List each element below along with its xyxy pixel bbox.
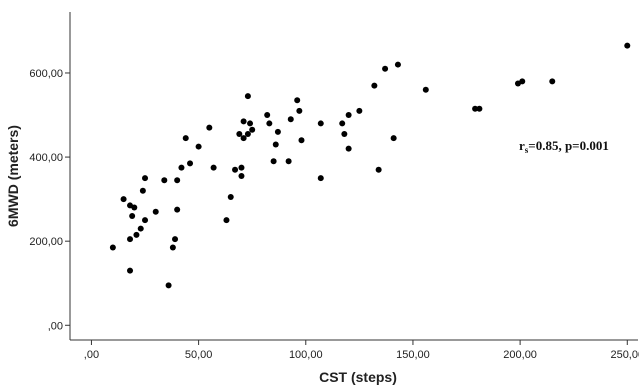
y-axis-ticks: ,00 200,00 400,00 600,00	[29, 68, 70, 332]
data-point	[161, 177, 168, 184]
correlation-annotation: rs=0.85, p=0.001	[519, 138, 609, 155]
data-point	[238, 173, 245, 179]
y-tick-label: 400,00	[29, 152, 63, 164]
data-point	[274, 128, 281, 135]
y-axis-title: 6MWD (meters)	[5, 125, 21, 227]
data-point	[127, 236, 134, 243]
data-point	[244, 130, 251, 137]
data-point	[174, 206, 181, 213]
data-point	[133, 231, 140, 238]
data-point	[109, 244, 116, 251]
data-point	[519, 78, 526, 85]
data-point	[298, 137, 305, 144]
data-point	[137, 225, 144, 232]
data-point	[174, 177, 181, 184]
data-point	[142, 175, 149, 182]
data-point	[264, 112, 271, 119]
data-point	[422, 86, 429, 93]
data-point	[129, 212, 136, 219]
data-point	[152, 208, 159, 215]
x-tick-label: 250,00	[610, 349, 639, 361]
x-tick-label: 200,00	[503, 349, 537, 361]
data-point	[127, 267, 134, 274]
annotation-r: r	[519, 138, 525, 153]
x-axis-ticks: ,00 50,00 100,00 150,00 200,00 250,00	[84, 340, 639, 361]
data-point	[227, 194, 234, 201]
data-point	[142, 217, 149, 224]
data-point	[624, 42, 631, 49]
data-point	[371, 82, 378, 89]
data-point	[285, 158, 292, 165]
data-point	[240, 118, 247, 125]
data-point	[341, 130, 348, 137]
y-tick-label: 200,00	[29, 236, 63, 248]
data-point	[375, 166, 382, 173]
data-point	[549, 78, 556, 85]
data-point	[178, 164, 185, 171]
data-point	[317, 175, 324, 182]
data-point	[232, 166, 239, 173]
data-point	[187, 160, 194, 167]
data-point	[165, 282, 172, 289]
x-tick-label: 50,00	[185, 349, 213, 361]
data-point	[240, 135, 247, 142]
data-point	[120, 196, 127, 203]
x-axis-title: CST (steps)	[319, 369, 397, 385]
data-point	[317, 120, 324, 127]
data-point	[339, 120, 346, 127]
data-point	[131, 204, 138, 211]
data-point	[206, 124, 213, 131]
data-point	[345, 112, 352, 119]
data-point	[270, 158, 277, 165]
data-point	[472, 105, 479, 112]
x-tick-label: 150,00	[396, 349, 430, 361]
data-point	[382, 65, 389, 72]
annotation-subscript: s	[525, 145, 529, 155]
data-point	[394, 61, 401, 68]
data-point	[195, 143, 202, 150]
data-points	[109, 42, 631, 289]
data-point	[247, 120, 254, 127]
data-point	[272, 141, 279, 148]
data-point	[287, 116, 294, 123]
data-point	[390, 135, 397, 142]
data-point	[244, 93, 251, 100]
data-point	[296, 107, 303, 114]
x-tick-label: 100,00	[289, 349, 323, 361]
data-point	[356, 107, 363, 114]
data-point	[139, 187, 146, 194]
data-point	[182, 135, 189, 142]
data-point	[476, 105, 483, 112]
data-point	[169, 244, 176, 251]
data-point	[266, 120, 273, 127]
data-point	[294, 97, 301, 104]
data-point	[249, 126, 256, 133]
data-point	[236, 130, 243, 137]
annotation-text: =0.85, p=0.001	[528, 138, 609, 153]
data-point	[172, 236, 179, 243]
y-tick-label: 600,00	[29, 68, 63, 80]
data-point	[345, 145, 352, 152]
x-tick-label: ,00	[84, 349, 99, 361]
y-tick-label: ,00	[48, 320, 63, 332]
data-point	[210, 164, 217, 171]
data-point	[223, 217, 230, 224]
data-point	[238, 164, 245, 171]
